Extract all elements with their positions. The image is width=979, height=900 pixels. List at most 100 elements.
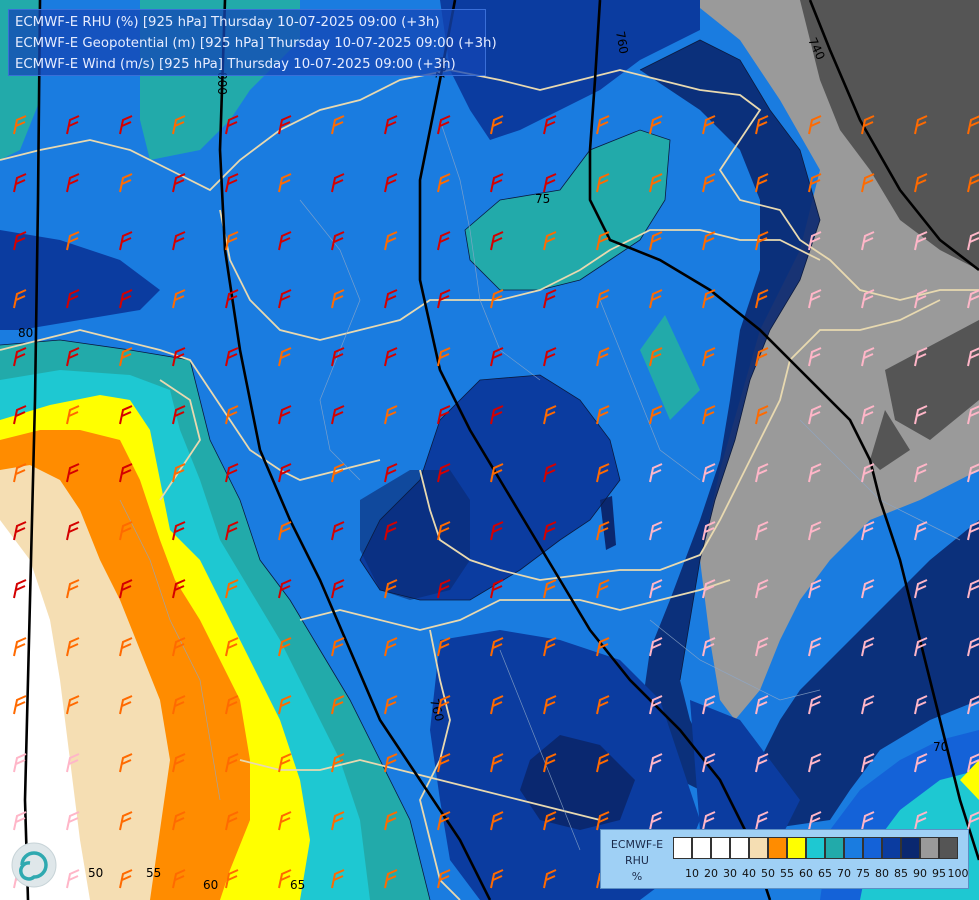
wind-barb-icon xyxy=(437,637,451,657)
wind-barb-icon xyxy=(13,289,27,309)
wind-barb-icon xyxy=(861,405,875,425)
wind-barb-icon xyxy=(66,637,80,657)
rhu-zone-100 xyxy=(870,410,910,470)
wind-barb-icon xyxy=(914,463,928,483)
wind-barb-icon xyxy=(808,173,822,193)
wind-barb-icon xyxy=(119,579,133,599)
wind-barb-icon xyxy=(331,869,345,889)
wind-barb-icon xyxy=(649,753,663,773)
wind-barb-icon xyxy=(808,115,822,135)
wind-barb-icon xyxy=(596,637,610,657)
wind-barb-icon xyxy=(225,695,239,715)
wind-barb-icon xyxy=(331,811,345,831)
wind-barb-icon xyxy=(384,811,398,831)
wind-barb-icon xyxy=(543,347,557,367)
wind-barb-icon xyxy=(702,347,716,367)
wind-barb-icon xyxy=(755,405,769,425)
wind-barb-icon xyxy=(861,695,875,715)
wind-barb-icon xyxy=(914,695,928,715)
rhu-label-50: 50 xyxy=(88,866,103,880)
legend-swatch xyxy=(730,837,749,859)
wind-barb-icon xyxy=(437,869,451,889)
legend-tick-label: 10 xyxy=(685,867,699,880)
wind-barb-icon xyxy=(384,579,398,599)
wind-barb-icon xyxy=(914,579,928,599)
wind-barb-icon xyxy=(543,869,557,889)
wind-barb-icon xyxy=(861,753,875,773)
wind-barb-icon xyxy=(384,289,398,309)
wind-barb-icon xyxy=(384,173,398,193)
wind-barb-icon xyxy=(967,695,979,715)
rhu-zone-60 xyxy=(960,760,979,800)
wind-barb-icon xyxy=(172,173,186,193)
title-rhu: ECMWF-E RHU (%) [925 hPa] Thursday 10-07… xyxy=(15,15,440,30)
wind-barb-icon xyxy=(66,869,80,889)
wind-barb-icon xyxy=(172,405,186,425)
wind-barb-icon xyxy=(384,637,398,657)
wind-barb-icon xyxy=(172,811,186,831)
wind-barb-icon xyxy=(490,695,504,715)
wind-barb-icon xyxy=(331,231,345,251)
wind-barb-icon xyxy=(278,347,292,367)
rhu-zone-85 xyxy=(690,700,800,850)
wind-barb-icon xyxy=(331,115,345,135)
wind-barb-icon xyxy=(808,405,822,425)
wind-barb-icon xyxy=(225,173,239,193)
wind-barb-icon xyxy=(967,579,979,599)
map-title-box: ECMWF-E RHU (%) [925 hPa] Thursday 10-07… xyxy=(8,9,497,76)
legend-swatch xyxy=(673,837,692,859)
wind-barb-icon xyxy=(225,347,239,367)
wind-barb-icon xyxy=(172,579,186,599)
wind-barb-icon xyxy=(437,231,451,251)
wind-barb-icon xyxy=(543,695,557,715)
wind-barb-icon xyxy=(278,231,292,251)
wind-barb-icon xyxy=(331,405,345,425)
wind-barb-icon xyxy=(702,289,716,309)
wind-barb-icon xyxy=(13,579,27,599)
wind-barb-icon xyxy=(225,637,239,657)
wind-barb-icon xyxy=(755,289,769,309)
wind-barb-icon xyxy=(172,869,186,889)
legend-swatch xyxy=(749,837,768,859)
wind-barb-icon xyxy=(914,753,928,773)
rhu-zone-100 xyxy=(800,0,979,270)
wind-barb-icon xyxy=(119,463,133,483)
wind-barb-icon xyxy=(808,231,822,251)
wind-barb-icon xyxy=(66,463,80,483)
wind-barb-icon xyxy=(172,115,186,135)
wind-barb-icon xyxy=(649,811,663,831)
wind-barb-icon xyxy=(808,579,822,599)
wind-barb-icon xyxy=(861,289,875,309)
legend-swatch xyxy=(863,837,882,859)
wind-barb-icon xyxy=(649,637,663,657)
wind-barb-icon xyxy=(225,231,239,251)
wind-barb-icon xyxy=(914,811,928,831)
rhu-color-legend: ECMWF-E RHU % 10 20 30 40 50 55 60 65 70 75 80 85 90… xyxy=(600,829,969,889)
wind-barb-icon xyxy=(702,115,716,135)
wind-barb-icon xyxy=(914,347,928,367)
wind-barb-icon xyxy=(649,521,663,541)
legend-tick-label: 20 xyxy=(704,867,718,880)
wind-barb-icon xyxy=(702,405,716,425)
wind-barb-icon xyxy=(490,173,504,193)
legend-swatch xyxy=(825,837,844,859)
legend-swatch xyxy=(692,837,711,859)
wind-barb-icon xyxy=(225,869,239,889)
wind-barb-icon xyxy=(649,405,663,425)
wind-barb-icon xyxy=(543,115,557,135)
wind-barb-icon xyxy=(755,637,769,657)
wind-barb-icon xyxy=(914,637,928,657)
legend-swatch xyxy=(939,837,958,859)
wind-barb-icon xyxy=(384,521,398,541)
wind-barb-icon xyxy=(490,811,504,831)
wind-barb-icon xyxy=(490,347,504,367)
rhu-zone-10 xyxy=(0,520,90,900)
wind-barb-icon xyxy=(543,231,557,251)
wind-barb-icon xyxy=(490,579,504,599)
wind-barb-icon xyxy=(861,347,875,367)
wind-barb-icon xyxy=(437,811,451,831)
wind-barb-icon xyxy=(66,347,80,367)
wind-barb-icon xyxy=(543,463,557,483)
wind-barb-icon xyxy=(119,695,133,715)
